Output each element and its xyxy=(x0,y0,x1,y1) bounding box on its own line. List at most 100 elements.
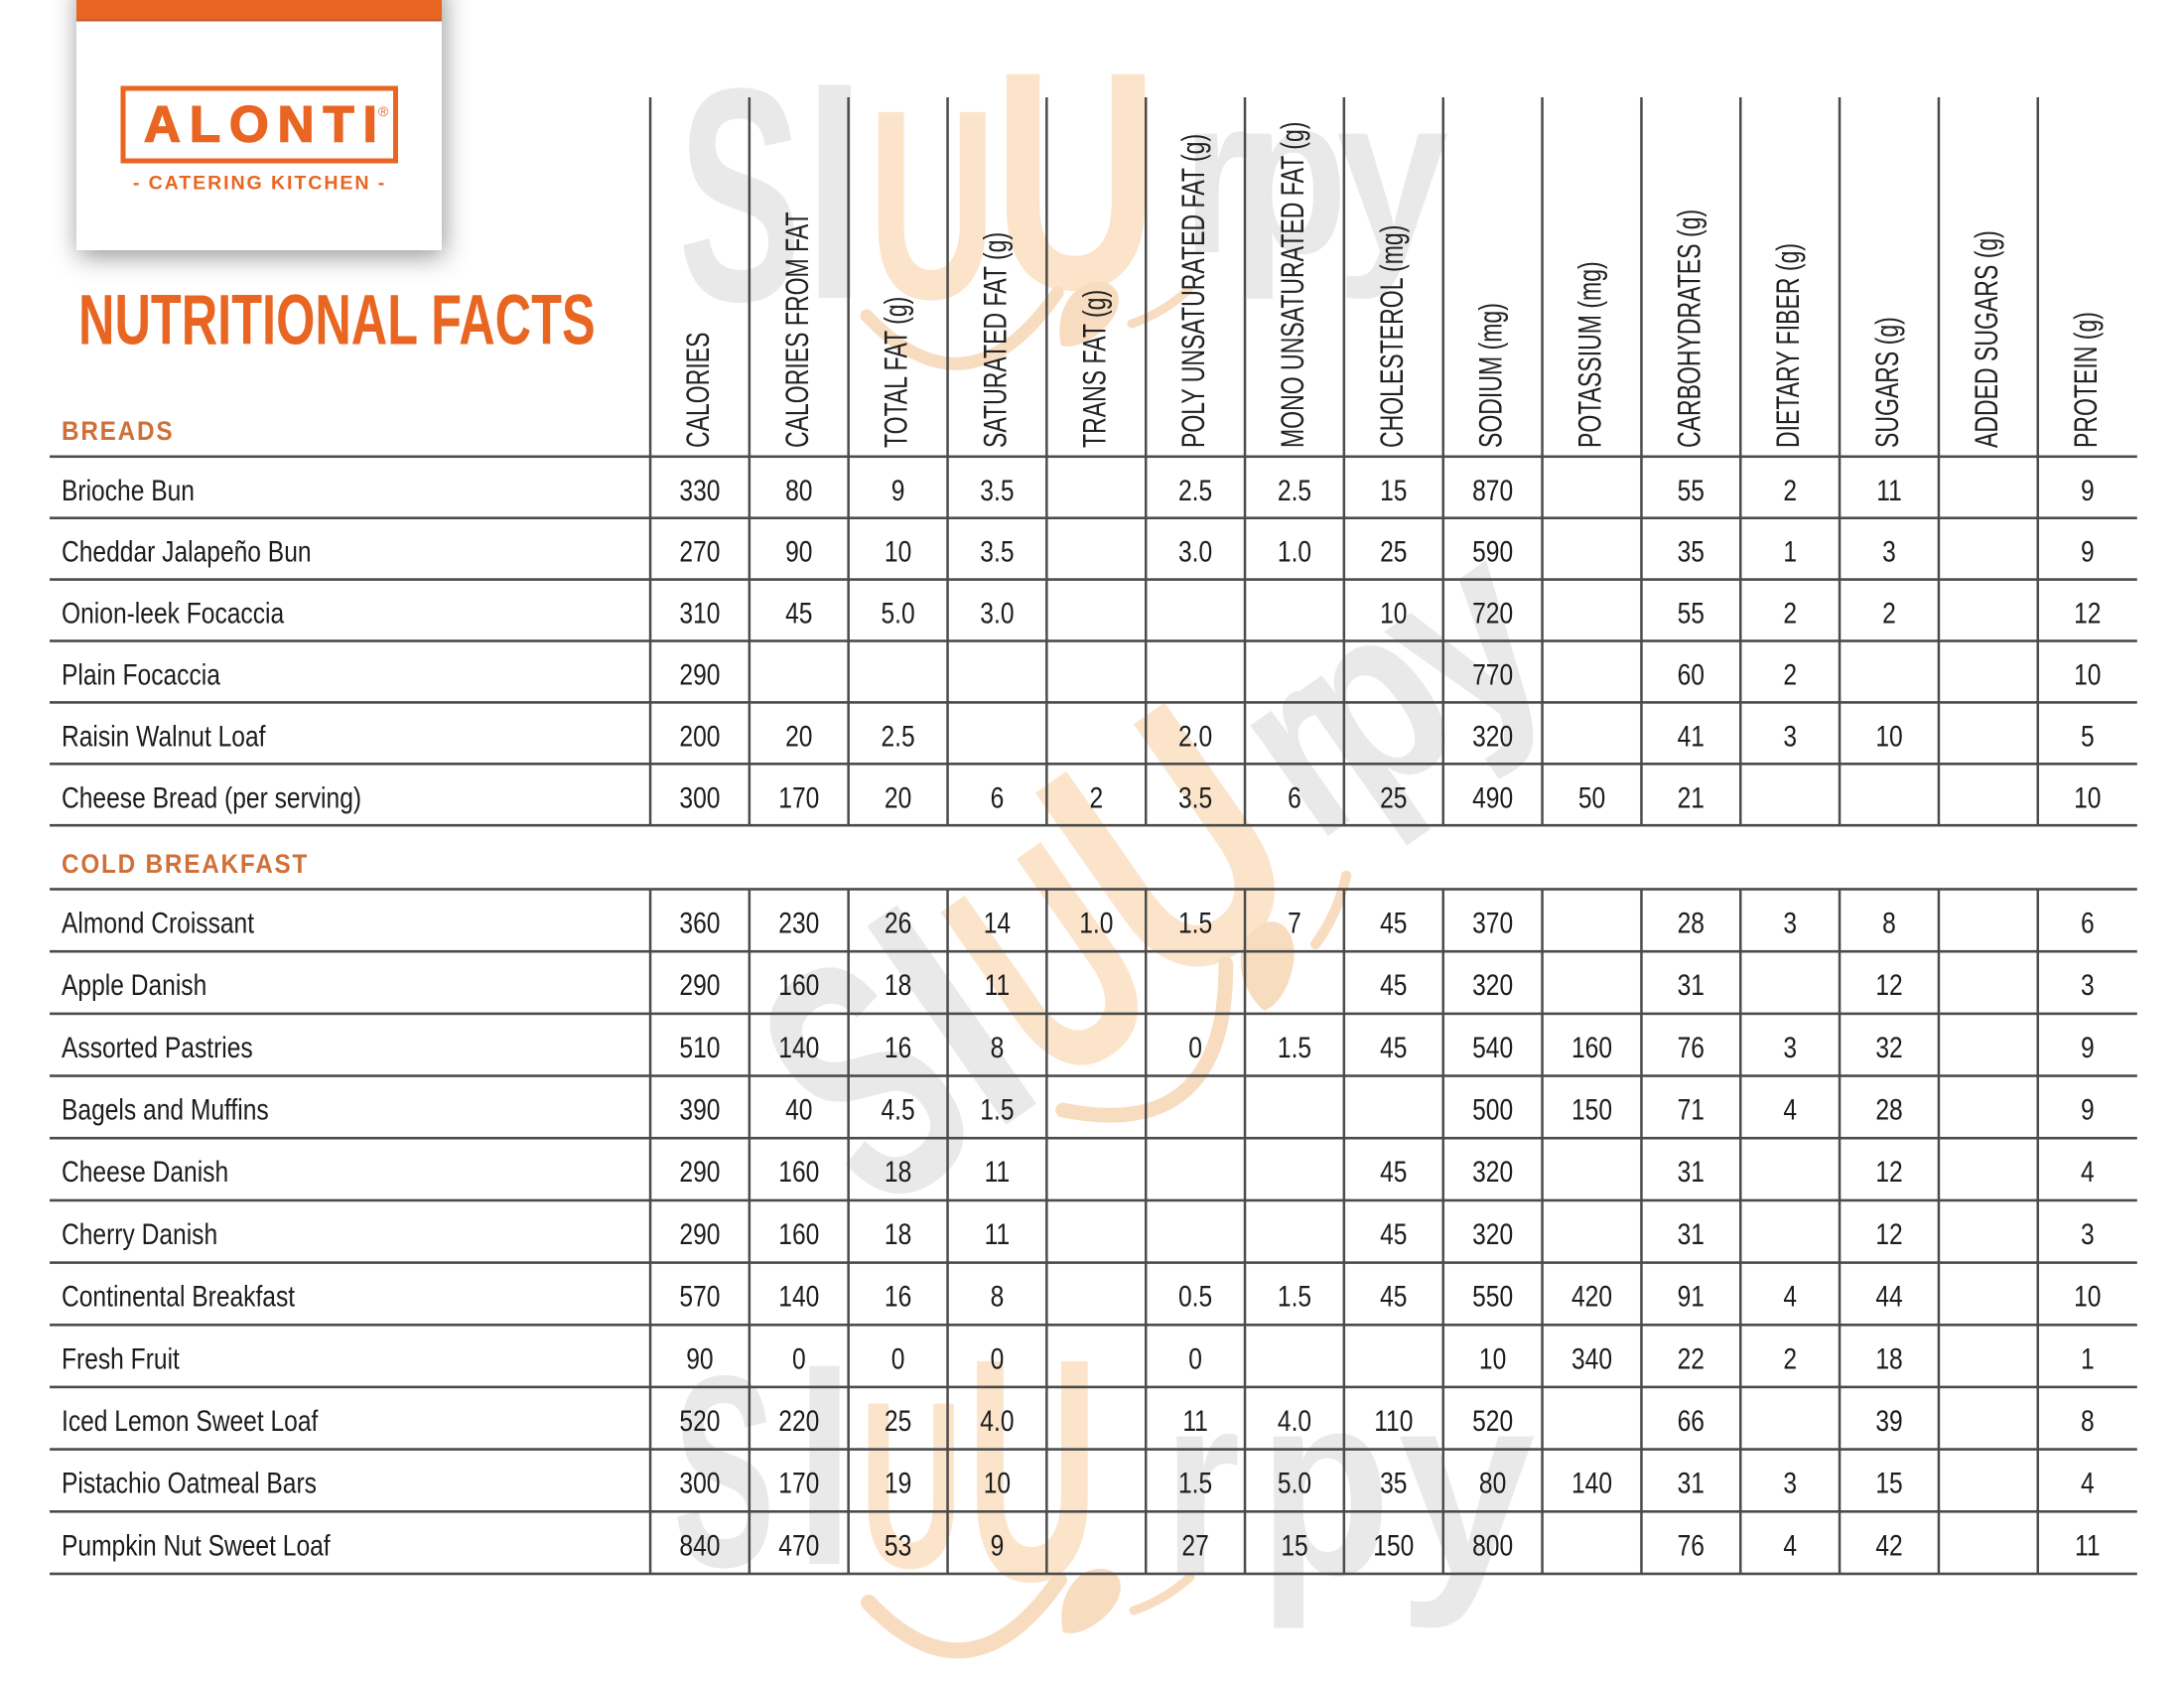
svg-text:290: 290 xyxy=(679,1217,720,1251)
svg-text:18: 18 xyxy=(885,968,911,1002)
svg-text:15: 15 xyxy=(1281,1528,1307,1562)
svg-text:800: 800 xyxy=(1472,1528,1513,1562)
svg-text:140: 140 xyxy=(778,1279,819,1313)
svg-text:0: 0 xyxy=(891,1341,905,1375)
svg-text:1.5: 1.5 xyxy=(1178,906,1212,939)
svg-text:55: 55 xyxy=(1678,596,1705,630)
svg-text:160: 160 xyxy=(778,1155,819,1189)
svg-text:45: 45 xyxy=(1380,906,1407,939)
svg-text:DIETARY FIBER (g): DIETARY FIBER (g) xyxy=(1771,243,1807,448)
svg-text:2.0: 2.0 xyxy=(1178,719,1212,753)
svg-text:31: 31 xyxy=(1678,1466,1705,1499)
svg-text:27: 27 xyxy=(1181,1528,1208,1562)
svg-text:11: 11 xyxy=(1876,473,1902,506)
svg-text:Cheese Danish: Cheese Danish xyxy=(62,1155,228,1189)
svg-text:140: 140 xyxy=(1571,1466,1612,1499)
svg-text:39: 39 xyxy=(1875,1404,1902,1438)
svg-text:80: 80 xyxy=(1479,1466,1506,1499)
svg-text:SUGARS (g): SUGARS (g) xyxy=(1869,317,1905,448)
svg-text:320: 320 xyxy=(1472,719,1513,753)
svg-text:Almond Croissant: Almond Croissant xyxy=(62,906,254,939)
svg-text:4: 4 xyxy=(2081,1466,2095,1499)
svg-text:Bagels and Muffins: Bagels and Muffins xyxy=(62,1092,269,1126)
svg-text:2: 2 xyxy=(1783,596,1797,630)
svg-text:300: 300 xyxy=(679,1466,720,1499)
svg-text:90: 90 xyxy=(686,1341,713,1375)
svg-text:- CATERING KITCHEN -: - CATERING KITCHEN - xyxy=(133,173,386,195)
svg-text:U: U xyxy=(868,53,997,355)
svg-text:500: 500 xyxy=(1472,1092,1513,1126)
svg-text:Continental Breakfast: Continental Breakfast xyxy=(62,1279,295,1313)
svg-text:2.5: 2.5 xyxy=(882,719,915,753)
svg-text:3.0: 3.0 xyxy=(1178,534,1212,568)
svg-text:3: 3 xyxy=(1783,906,1797,939)
svg-text:390: 390 xyxy=(679,1092,720,1126)
svg-text:10: 10 xyxy=(1380,596,1407,630)
svg-text:8: 8 xyxy=(991,1031,1005,1064)
svg-text:0.5: 0.5 xyxy=(1178,1279,1212,1313)
svg-text:3.5: 3.5 xyxy=(1178,780,1212,814)
svg-text:SATURATED FAT (g): SATURATED FAT (g) xyxy=(978,232,1014,448)
svg-text:11: 11 xyxy=(2075,1528,2101,1562)
svg-text:520: 520 xyxy=(679,1404,720,1438)
svg-text:4.0: 4.0 xyxy=(980,1404,1014,1438)
svg-text:4: 4 xyxy=(1783,1092,1797,1126)
svg-text:50: 50 xyxy=(1578,780,1605,814)
svg-text:MONO UNSATURATED FAT (g): MONO UNSATURATED FAT (g) xyxy=(1275,122,1310,448)
svg-text:60: 60 xyxy=(1678,657,1705,691)
svg-text:Plain Focaccia: Plain Focaccia xyxy=(62,657,221,691)
svg-text:31: 31 xyxy=(1678,1217,1705,1251)
svg-text:11: 11 xyxy=(985,1217,1011,1251)
svg-text:4.0: 4.0 xyxy=(1278,1404,1311,1438)
svg-text:160: 160 xyxy=(1571,1031,1612,1064)
svg-text:2.5: 2.5 xyxy=(1178,473,1212,506)
svg-text:y: y xyxy=(1398,1339,1535,1629)
svg-text:20: 20 xyxy=(785,719,812,753)
svg-text:TOTAL FAT (g): TOTAL FAT (g) xyxy=(879,297,914,448)
svg-text:7: 7 xyxy=(1288,906,1301,939)
svg-text:550: 550 xyxy=(1472,1279,1513,1313)
svg-text:1.5: 1.5 xyxy=(980,1092,1014,1126)
svg-text:360: 360 xyxy=(679,906,720,939)
svg-text:5: 5 xyxy=(2081,719,2095,753)
svg-text:590: 590 xyxy=(1472,534,1513,568)
svg-text:0: 0 xyxy=(991,1341,1005,1375)
svg-text:310: 310 xyxy=(679,596,720,630)
svg-text:4: 4 xyxy=(2081,1155,2095,1189)
svg-text:l: l xyxy=(794,1318,855,1622)
svg-text:0: 0 xyxy=(792,1341,806,1375)
svg-text:21: 21 xyxy=(1678,780,1705,814)
svg-text:6: 6 xyxy=(1288,780,1301,814)
svg-text:10: 10 xyxy=(2074,780,2101,814)
svg-text:320: 320 xyxy=(1472,968,1513,1002)
svg-text:340: 340 xyxy=(1571,1341,1612,1375)
svg-text:290: 290 xyxy=(679,968,720,1002)
svg-text:3: 3 xyxy=(1783,1466,1797,1499)
svg-text:520: 520 xyxy=(1472,1404,1513,1438)
svg-text:19: 19 xyxy=(885,1466,911,1499)
svg-text:10: 10 xyxy=(984,1466,1011,1499)
svg-text:76: 76 xyxy=(1678,1031,1705,1064)
svg-text:370: 370 xyxy=(1472,906,1513,939)
svg-text:12: 12 xyxy=(1875,968,1902,1002)
svg-text:ALONTI: ALONTI xyxy=(144,96,386,153)
svg-text:290: 290 xyxy=(679,657,720,691)
svg-text:45: 45 xyxy=(1380,968,1407,1002)
svg-text:490: 490 xyxy=(1472,780,1513,814)
svg-text:3: 3 xyxy=(1882,534,1896,568)
svg-text:35: 35 xyxy=(1678,534,1705,568)
svg-text:8: 8 xyxy=(991,1279,1005,1313)
svg-text:22: 22 xyxy=(1678,1341,1705,1375)
svg-text:41: 41 xyxy=(1678,719,1705,753)
svg-text:18: 18 xyxy=(1875,1341,1902,1375)
svg-text:5.0: 5.0 xyxy=(882,596,915,630)
svg-text:p: p xyxy=(1234,51,1348,301)
svg-text:NUTRITIONAL FACTS: NUTRITIONAL FACTS xyxy=(78,281,596,360)
svg-text:®: ® xyxy=(378,103,389,119)
svg-text:720: 720 xyxy=(1472,596,1513,630)
svg-text:1: 1 xyxy=(2081,1341,2095,1375)
svg-text:32: 32 xyxy=(1875,1031,1902,1064)
svg-text:1.0: 1.0 xyxy=(1079,906,1113,939)
svg-text:110: 110 xyxy=(1374,1404,1413,1438)
svg-text:8: 8 xyxy=(2081,1404,2095,1438)
